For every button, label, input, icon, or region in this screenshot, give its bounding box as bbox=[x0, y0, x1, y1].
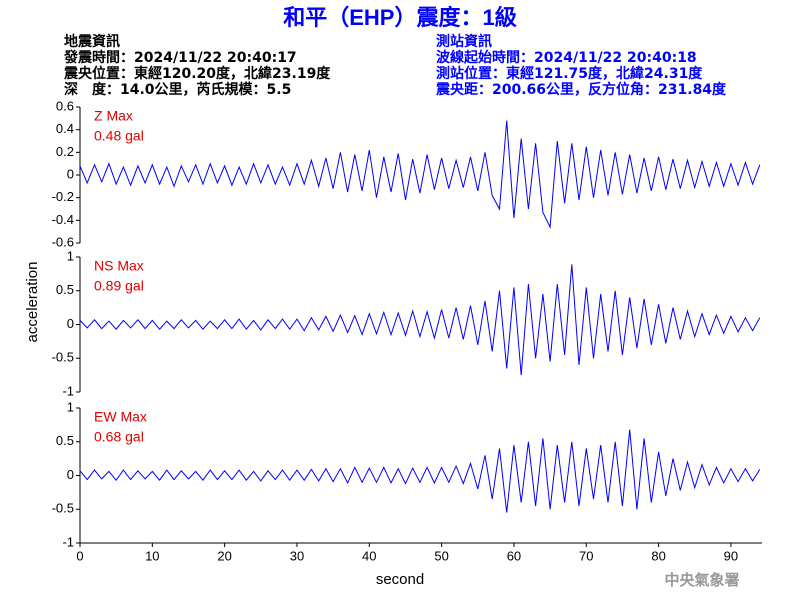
y-tick-label: -0.5 bbox=[52, 501, 74, 516]
station-heading: 測站資訊 bbox=[436, 33, 492, 50]
x-tick-label: 0 bbox=[76, 548, 83, 563]
y-tick-label: -1 bbox=[62, 534, 74, 549]
y-tick-label: -1 bbox=[62, 383, 74, 398]
watermark: 中央氣象署 bbox=[664, 571, 739, 589]
y-tick-label: -0.2 bbox=[52, 189, 74, 204]
y-tick-label: 0.4 bbox=[56, 121, 74, 136]
y-tick-label: -0.6 bbox=[52, 234, 74, 249]
y-tick-label: 0 bbox=[67, 316, 74, 331]
component-label: Z Max bbox=[94, 108, 133, 124]
x-tick-label: 90 bbox=[724, 548, 738, 563]
station-line: 波線起始時間：2024/11/22 20:40:18 bbox=[436, 49, 697, 66]
y-tick-label: -0.5 bbox=[52, 350, 74, 365]
title: 和平（EHP）震度：1級 bbox=[283, 5, 516, 30]
event-line: 震央位置：東經120.20度，北緯23.19度 bbox=[63, 65, 331, 82]
waveform bbox=[79, 429, 761, 513]
y-tick-label: -0.4 bbox=[52, 212, 74, 227]
max-label: 0.89 gal bbox=[94, 278, 144, 294]
y-tick-label: 0.6 bbox=[56, 98, 74, 113]
y-tick-label: 0 bbox=[67, 166, 74, 181]
x-tick-label: 70 bbox=[579, 548, 593, 563]
y-tick-label: 0.5 bbox=[56, 433, 74, 448]
x-tick-label: 20 bbox=[217, 548, 231, 563]
y-tick-label: 1 bbox=[67, 399, 74, 414]
event-heading: 地震資訊 bbox=[64, 33, 120, 50]
component-label: NS Max bbox=[94, 258, 144, 274]
x-tick-label: 30 bbox=[290, 548, 304, 563]
max-label: 0.68 gal bbox=[94, 429, 144, 445]
component-label: EW Max bbox=[94, 409, 147, 425]
x-tick-label: 50 bbox=[434, 548, 448, 563]
max-label: 0.48 gal bbox=[94, 128, 144, 144]
x-axis-label: second bbox=[376, 571, 424, 588]
x-tick-label: 40 bbox=[362, 548, 376, 563]
y-tick-label: 0 bbox=[67, 467, 74, 482]
station-line: 震央距：200.66公里，反方位角：231.84度 bbox=[435, 81, 727, 98]
y-tick-label: 0.5 bbox=[56, 282, 74, 297]
waveform bbox=[79, 120, 761, 229]
x-tick-label: 10 bbox=[145, 548, 159, 563]
waveform bbox=[79, 264, 761, 376]
station-line: 測站位置：東經121.75度，北緯24.31度 bbox=[436, 65, 703, 82]
y-tick-label: 1 bbox=[67, 248, 74, 263]
event-line: 深 度：14.0公里，芮氏規模：5.5 bbox=[64, 81, 291, 98]
x-tick-label: 60 bbox=[507, 548, 521, 563]
x-tick-label: 80 bbox=[651, 548, 665, 563]
event-line: 發震時間：2024/11/22 20:40:17 bbox=[63, 49, 297, 66]
y-tick-label: 0.2 bbox=[56, 144, 74, 159]
y-axis-label: acceleration bbox=[24, 262, 41, 343]
